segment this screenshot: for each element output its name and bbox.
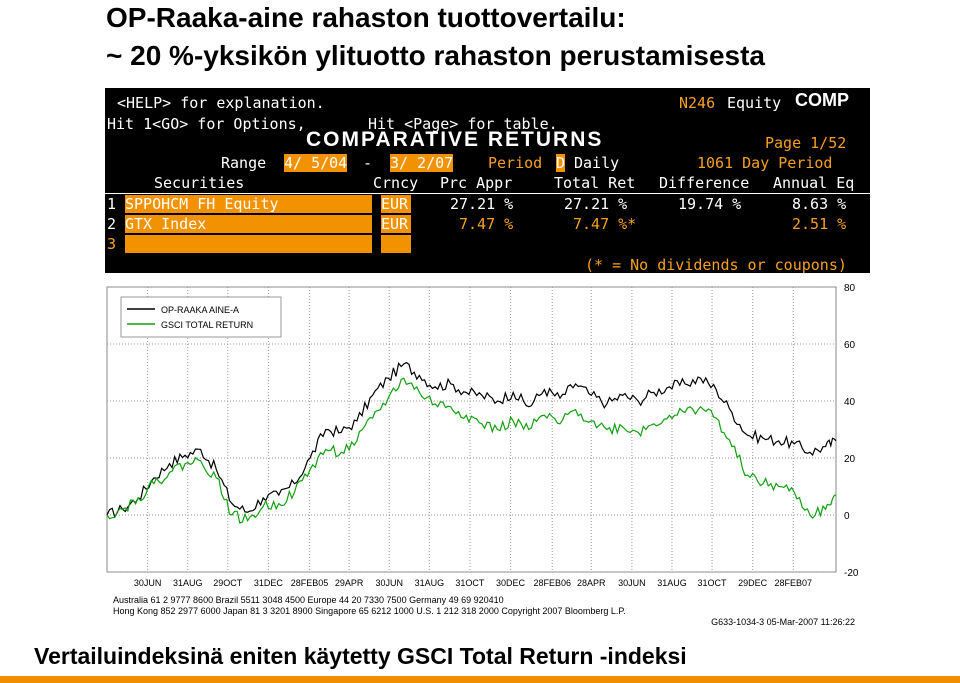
x-tick-label: 29OCT (213, 578, 243, 588)
comp-function: COMP (795, 90, 849, 110)
currency-field[interactable] (381, 235, 411, 253)
footer-line-1: Australia 61 2 9777 8600 Brazil 5511 304… (113, 595, 504, 605)
period-field[interactable]: D (556, 154, 566, 172)
x-tick-label: 28APR (577, 578, 606, 588)
col-annual-eq: Annual Eq (773, 174, 855, 192)
range-start-field[interactable]: 4/ 5/04 (284, 154, 348, 172)
series-line-1 (106, 361, 837, 519)
series-line-2 (106, 377, 837, 524)
x-tick-label: 31OCT (698, 578, 728, 588)
footer-line-3: G633-1034-3 05-Mar-2007 11:26:22 (711, 617, 855, 627)
chart-svg: 80 60 40 20 0 -20 30JUN 31AUG 29OCT 31DEC 28FEB05 2… (106, 283, 859, 627)
x-tick-label: 30JUN (375, 578, 403, 588)
x-tick-label: 28FEB07 (775, 578, 813, 588)
security-field[interactable] (125, 235, 372, 253)
page-hint: Hit <Page> for table. (368, 115, 558, 133)
y-tick-label: 40 (844, 397, 856, 408)
y-tick-label: 0 (844, 511, 850, 522)
legend-box (120, 296, 282, 338)
comparative-returns-chart: 80 60 40 20 0 -20 30JUN 31AUG 29OCT 31DEC 28FEB05 2… (105, 277, 869, 627)
period-label: Period (488, 154, 543, 172)
prc-appr-value: 27.21 % (450, 195, 514, 213)
header-divider (105, 193, 870, 194)
security-field[interactable]: GTX Index (125, 215, 372, 233)
bottom-accent-bar (0, 676, 960, 683)
footer-line-2: Hong Kong 852 2977 6000 Japan 81 3 3201 … (113, 606, 626, 616)
y-tick-label: 80 (844, 283, 856, 294)
x-tick-label: 31AUG (657, 578, 687, 588)
annual-eq-value: 8.63 % (792, 195, 847, 213)
slide-caption: Vertailuindeksinä eniten käytetty GSCI T… (34, 643, 687, 669)
page-indicator: Page 1/52 (765, 134, 847, 152)
row-number: 2 (107, 215, 117, 233)
col-crncy: Crncy (373, 174, 419, 192)
x-tick-label: 28FEB06 (533, 578, 571, 588)
help-text: <HELP> for explanation. (117, 94, 325, 112)
x-tick-label: 31OCT (455, 578, 485, 588)
legend-label: OP-RAAKA AINE-A (161, 305, 239, 315)
col-difference: Difference (659, 174, 750, 192)
period-daily: Daily (574, 154, 620, 172)
range-label: Range (221, 154, 267, 172)
screen-code: N246 (679, 94, 716, 112)
y-tick-label: 20 (844, 454, 856, 465)
col-securities: Securities (154, 174, 245, 192)
equity-label: Equity (727, 94, 782, 112)
options-hint: Hit 1<GO> for Options, (107, 115, 306, 133)
x-tick-label: 31AUG (415, 578, 445, 588)
x-tick-label: 31AUG (173, 578, 203, 588)
slide-title-line1: OP-Raaka-aine rahaston tuottovertailu: (106, 2, 626, 33)
total-ret-value: 27.21 % (564, 195, 628, 213)
row-number: 3 (107, 235, 117, 253)
range-end-field[interactable]: 3/ 2/07 (390, 154, 454, 172)
x-tick-label: 29DEC (738, 578, 768, 588)
slide-title-line2: ~ 20 %-yksikön ylituotto rahaston perust… (106, 40, 765, 71)
y-tick-label: -20 (844, 568, 859, 579)
day-period-label: 1061 Day Period (697, 154, 833, 172)
total-ret-value: 7.47 %* (573, 215, 637, 233)
currency-field[interactable]: EUR (381, 195, 411, 213)
bloomberg-terminal-panel: <HELP> for explanation. N246 Equity COMP… (105, 88, 870, 274)
x-tick-label: 29APR (335, 578, 364, 588)
legend-label: GSCI TOTAL RETURN (161, 320, 253, 330)
x-tick-label: 30DEC (496, 578, 526, 588)
prc-appr-value: 7.47 % (459, 215, 514, 233)
y-tick-label: 60 (844, 340, 856, 351)
difference-value: 19.74 % (678, 195, 742, 213)
x-tick-label: 30JUN (134, 578, 162, 588)
security-field[interactable]: SPPOHCM FH Equity (125, 195, 372, 213)
col-total-ret: Total Ret (554, 174, 636, 192)
x-tick-label: 31DEC (254, 578, 284, 588)
col-prc-appr: Prc Appr (440, 174, 513, 192)
row-number: 1 (107, 195, 117, 213)
comparative-returns-heading: COMPARATIVE RETURNS (306, 128, 604, 151)
annual-eq-value: 2.51 % (792, 215, 847, 233)
x-tick-label: 28FEB05 (291, 578, 329, 588)
range-dash: - (363, 154, 373, 172)
x-tick-label: 30JUN (618, 578, 646, 588)
currency-field[interactable]: EUR (381, 215, 411, 233)
footnote: (* = No dividends or coupons) (585, 256, 847, 274)
